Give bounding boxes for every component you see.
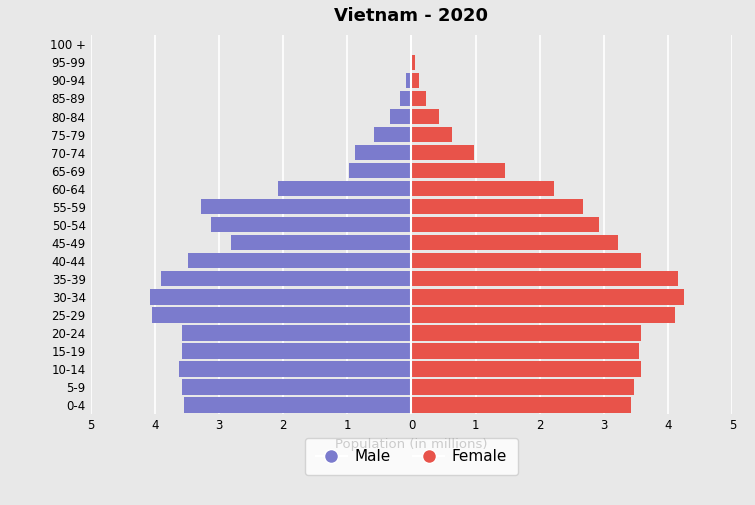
Bar [411, 217, 599, 232]
Bar [149, 289, 411, 305]
Bar [400, 91, 411, 106]
Bar [183, 397, 411, 413]
Bar [411, 271, 678, 286]
Bar [411, 397, 631, 413]
Bar [411, 307, 675, 323]
Bar [230, 235, 411, 250]
Bar [182, 343, 411, 359]
Bar [201, 199, 411, 214]
Bar [411, 199, 584, 214]
Bar [411, 325, 641, 340]
X-axis label: Population (in millions): Population (in millions) [335, 437, 488, 450]
Bar [178, 362, 411, 377]
Bar [411, 55, 414, 70]
Bar [211, 217, 411, 232]
Bar [374, 127, 411, 142]
Title: Vietnam - 2020: Vietnam - 2020 [334, 8, 488, 25]
Bar [411, 289, 684, 305]
Bar [411, 73, 418, 88]
Bar [411, 235, 618, 250]
Bar [182, 379, 411, 395]
Bar [411, 109, 439, 124]
Bar [349, 163, 411, 178]
Bar [411, 362, 641, 377]
Bar [411, 163, 504, 178]
Legend: Male, Female: Male, Female [305, 438, 518, 475]
Bar [152, 307, 411, 323]
Bar [278, 181, 411, 196]
Bar [411, 145, 474, 160]
Bar [411, 343, 639, 359]
Bar [411, 379, 634, 395]
Bar [410, 55, 411, 70]
Bar [188, 253, 411, 269]
Bar [406, 73, 411, 88]
Bar [162, 271, 411, 286]
Bar [411, 181, 554, 196]
Bar [355, 145, 411, 160]
Bar [411, 253, 641, 269]
Bar [411, 127, 452, 142]
Bar [411, 91, 427, 106]
Bar [390, 109, 411, 124]
Bar [182, 325, 411, 340]
